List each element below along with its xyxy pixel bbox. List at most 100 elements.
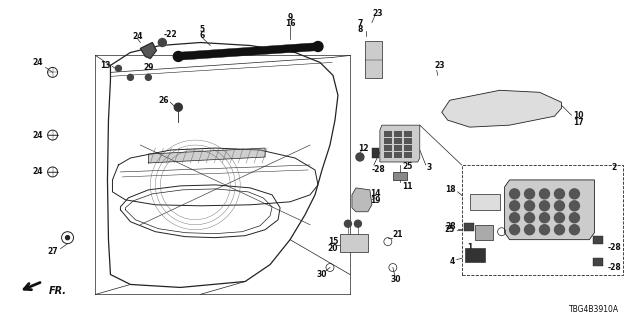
Text: -28: -28	[607, 263, 621, 272]
Text: 26: 26	[158, 96, 168, 105]
Bar	[475, 225, 493, 240]
Bar	[465, 248, 484, 261]
Bar	[404, 145, 412, 151]
Circle shape	[525, 189, 534, 199]
Bar	[461, 165, 623, 275]
Polygon shape	[380, 125, 420, 162]
Bar	[593, 236, 604, 244]
Text: 14: 14	[371, 189, 381, 198]
Bar	[394, 145, 402, 151]
Circle shape	[540, 225, 550, 235]
Polygon shape	[175, 43, 320, 60]
Circle shape	[570, 201, 579, 211]
Bar	[394, 152, 402, 158]
Text: 8: 8	[357, 25, 363, 34]
Text: 9: 9	[287, 13, 292, 22]
Text: 24: 24	[33, 131, 43, 140]
Circle shape	[65, 236, 70, 240]
Bar	[384, 131, 392, 137]
Circle shape	[540, 213, 550, 223]
Text: -22: -22	[163, 30, 177, 39]
Circle shape	[145, 74, 152, 80]
Text: 27: 27	[47, 247, 58, 256]
Circle shape	[509, 189, 520, 199]
Circle shape	[570, 189, 579, 199]
Circle shape	[356, 153, 364, 161]
Text: 13: 13	[100, 61, 111, 70]
Text: 20: 20	[328, 244, 338, 253]
Text: 24: 24	[33, 58, 43, 67]
Circle shape	[158, 38, 166, 46]
Polygon shape	[504, 180, 595, 240]
Text: 29: 29	[143, 63, 154, 72]
Circle shape	[554, 189, 564, 199]
Bar	[464, 223, 474, 231]
Text: 1: 1	[467, 243, 473, 252]
Circle shape	[174, 103, 182, 111]
Text: 25: 25	[444, 225, 454, 234]
Text: 5: 5	[200, 25, 205, 34]
Circle shape	[355, 220, 362, 227]
Text: 11: 11	[403, 182, 413, 191]
Polygon shape	[148, 148, 265, 163]
Text: 19: 19	[371, 196, 381, 205]
Text: 23: 23	[372, 9, 383, 18]
Circle shape	[525, 225, 534, 235]
Circle shape	[554, 225, 564, 235]
Bar	[384, 145, 392, 151]
Text: 17: 17	[573, 118, 584, 127]
Bar	[394, 131, 402, 137]
Polygon shape	[442, 90, 561, 127]
Text: FR.: FR.	[49, 286, 67, 296]
Text: 7: 7	[357, 19, 363, 28]
Bar	[593, 258, 604, 266]
Circle shape	[570, 225, 579, 235]
Text: 24: 24	[33, 167, 43, 176]
Circle shape	[525, 201, 534, 211]
Polygon shape	[140, 43, 156, 59]
Bar	[394, 138, 402, 144]
Text: 30: 30	[390, 275, 401, 284]
Text: TBG4B3910A: TBG4B3910A	[569, 305, 620, 314]
Text: 25: 25	[403, 163, 413, 172]
Text: 3: 3	[427, 164, 432, 172]
Polygon shape	[352, 188, 372, 212]
Bar	[404, 131, 412, 137]
Bar	[384, 152, 392, 158]
Text: -28: -28	[372, 165, 386, 174]
Circle shape	[313, 42, 323, 52]
Bar	[340, 234, 368, 252]
Bar	[404, 152, 412, 158]
Text: 21: 21	[393, 230, 403, 239]
Bar	[384, 138, 392, 144]
Text: 30: 30	[317, 270, 327, 279]
Circle shape	[173, 52, 183, 61]
Text: 16: 16	[285, 19, 295, 28]
Circle shape	[525, 213, 534, 223]
Text: 4: 4	[449, 257, 454, 266]
Circle shape	[540, 201, 550, 211]
Text: 6: 6	[200, 31, 205, 40]
Circle shape	[509, 225, 520, 235]
Bar	[470, 194, 500, 210]
Text: 12: 12	[358, 144, 368, 153]
Text: 18: 18	[445, 185, 456, 194]
Text: 15: 15	[328, 237, 338, 246]
Circle shape	[344, 220, 351, 227]
Circle shape	[540, 189, 550, 199]
Text: 23: 23	[435, 61, 445, 70]
Circle shape	[115, 65, 122, 71]
Text: 2: 2	[611, 164, 616, 172]
Bar	[372, 148, 379, 158]
Polygon shape	[365, 41, 382, 78]
Circle shape	[554, 213, 564, 223]
Text: 24: 24	[132, 32, 143, 41]
Circle shape	[554, 201, 564, 211]
Circle shape	[509, 201, 520, 211]
Bar	[404, 138, 412, 144]
Text: -28: -28	[607, 243, 621, 252]
Circle shape	[570, 213, 579, 223]
Text: 28: 28	[445, 222, 456, 231]
Circle shape	[509, 213, 520, 223]
Circle shape	[127, 74, 133, 80]
